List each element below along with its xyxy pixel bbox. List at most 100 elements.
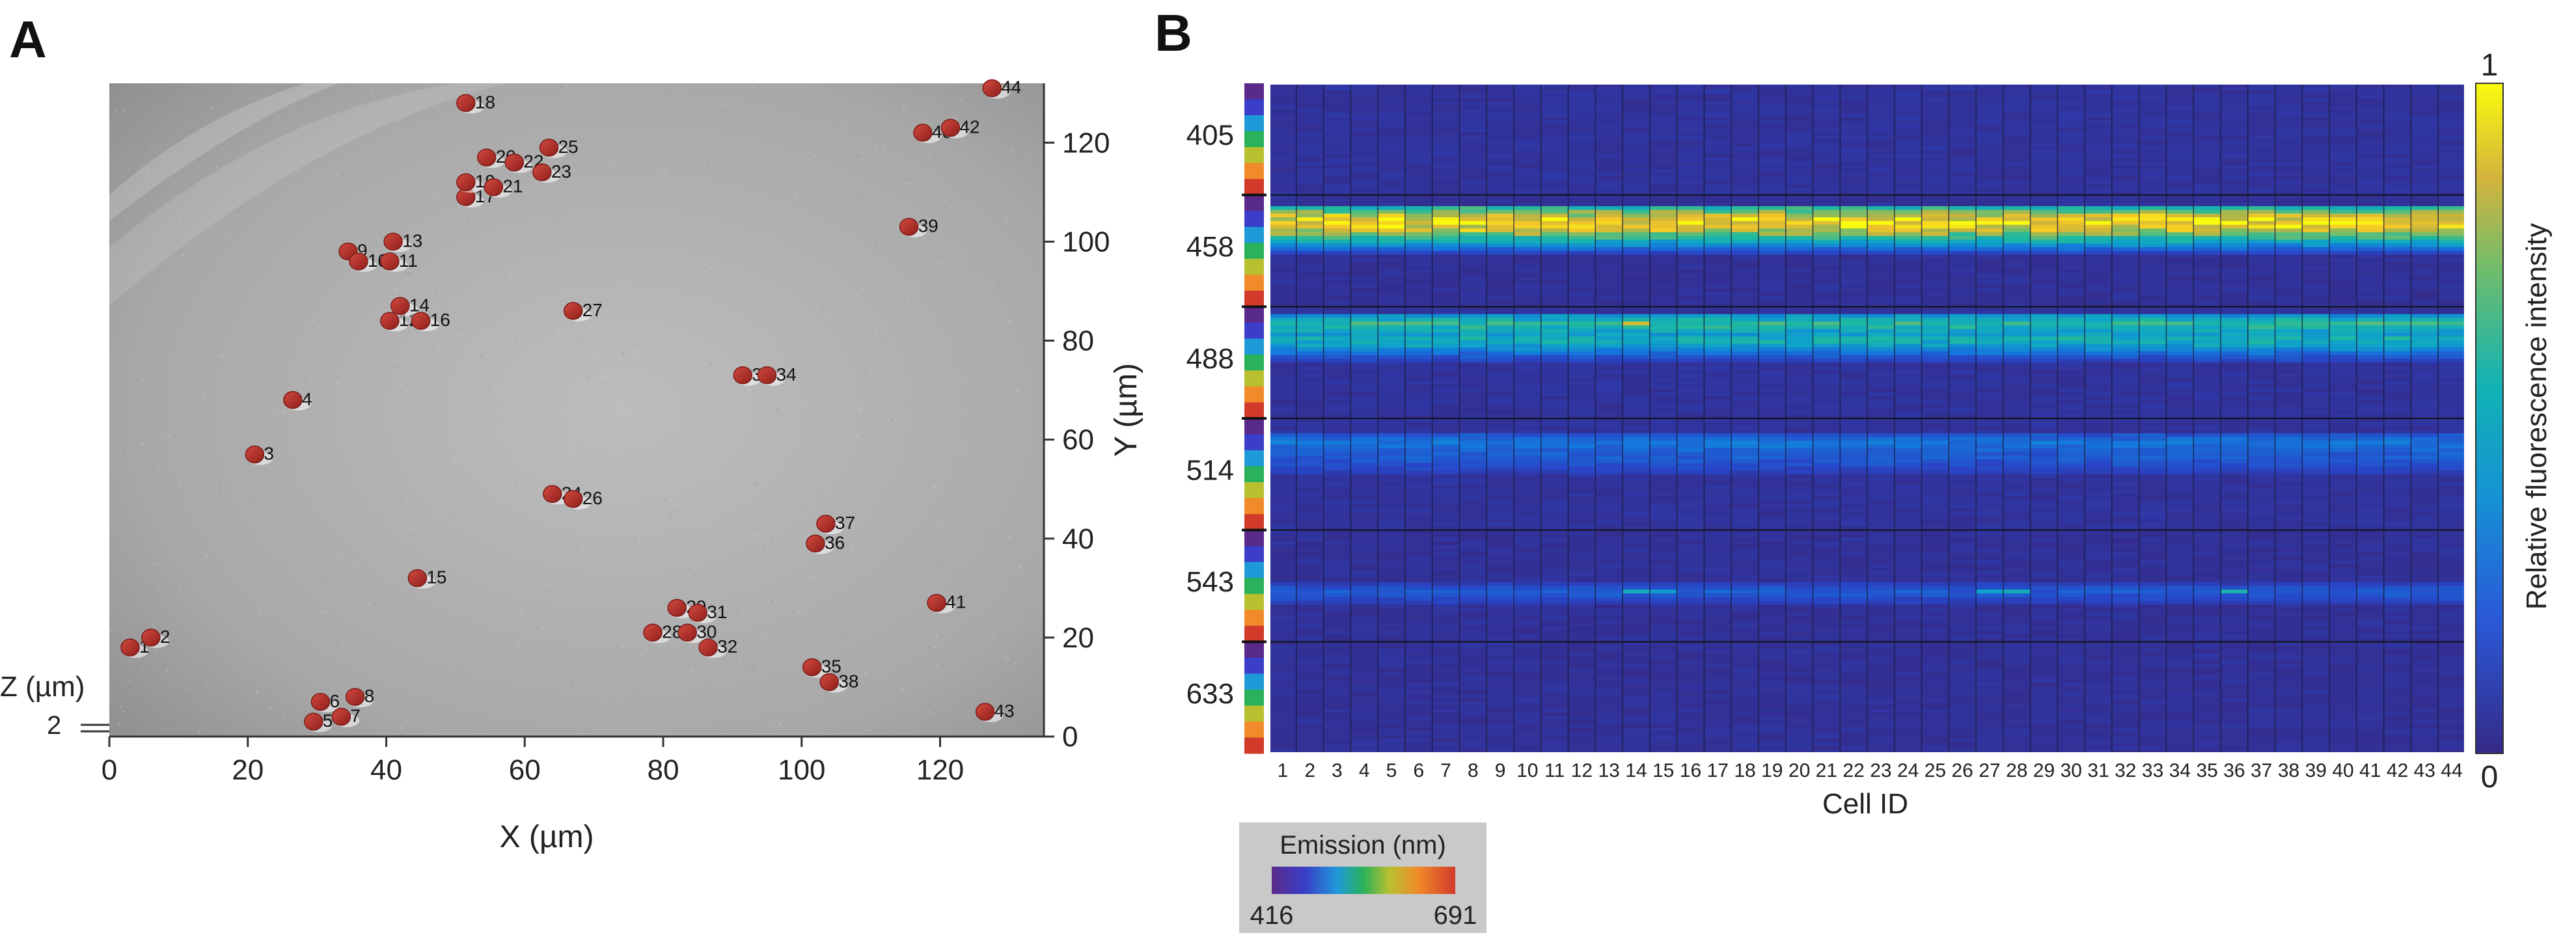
heatmap-cell <box>1704 303 1732 307</box>
heatmap-cell <box>2221 347 2249 352</box>
cell-id-label: 11 <box>399 251 418 271</box>
heatmap-cell <box>2411 459 2439 464</box>
heatmap-cell <box>1677 128 1705 132</box>
heatmap-cell <box>1595 269 1623 274</box>
heatmap-cell <box>1595 102 1623 106</box>
heatmap-cell <box>1432 150 1460 155</box>
heatmap-cell <box>1649 329 1678 333</box>
heatmap-cell <box>1704 109 1732 114</box>
heatmap-cell <box>1459 407 1487 412</box>
heatmap-cell <box>1541 157 1569 162</box>
heatmap-cell <box>2003 303 2031 307</box>
heatmap-cell <box>2329 433 2357 438</box>
heatmap-cell <box>2221 444 2249 449</box>
heatmap-cell <box>1731 273 1759 278</box>
heatmap-cell <box>2383 388 2411 393</box>
heatmap-cell <box>2356 120 2385 125</box>
spectrum-segment <box>1244 498 1264 515</box>
spectrum-segment <box>1244 306 1264 323</box>
heatmap-cell <box>2003 269 2031 274</box>
heatmap-cell <box>2193 217 2221 222</box>
heatmap-cell <box>2438 359 2466 363</box>
heatmap-cell <box>1649 467 1678 471</box>
heatmap-cell <box>2329 269 2357 274</box>
heatmap-cell <box>1867 366 1895 371</box>
heatmap-cell <box>1378 284 1406 289</box>
heatmap-cell <box>2057 470 2085 475</box>
heatmap-cell <box>1296 83 1324 88</box>
heatmap-cell <box>2111 280 2140 285</box>
heatmap-cell <box>1976 269 2004 274</box>
heatmap-cell <box>1731 277 1759 281</box>
heatmap-cell <box>1568 116 1596 121</box>
heatmap-cell <box>2247 370 2276 374</box>
heatmap-cell <box>1623 116 1651 121</box>
heatmap-cell <box>1949 183 1977 188</box>
heatmap-cell <box>1432 444 1460 449</box>
heatmap-cell <box>2356 321 2385 326</box>
heatmap-cell <box>1921 165 1949 170</box>
heatmap-cell <box>2356 191 2385 196</box>
heatmap-cell <box>2247 332 2276 337</box>
heatmap-cell <box>1323 109 1351 114</box>
heatmap-cell <box>1867 429 1895 434</box>
heatmap-cell <box>2166 154 2194 158</box>
heatmap-cell <box>2302 120 2330 125</box>
heatmap-cell <box>2302 403 2330 408</box>
heatmap-cell <box>2139 83 2167 88</box>
heatmap-cell <box>2003 452 2031 456</box>
heatmap-cell <box>1731 142 1759 147</box>
heatmap-cell <box>1541 385 1569 389</box>
heatmap-cell <box>2383 139 2411 144</box>
heatmap-cell <box>1513 459 1542 464</box>
heatmap-cell <box>1867 444 1895 449</box>
heatmap-cell <box>2247 288 2276 292</box>
heatmap-cell <box>2356 87 2385 91</box>
heatmap-cell <box>1949 213 1977 218</box>
heatmap-cell <box>1378 440 1406 445</box>
heatmap-cell <box>2030 83 2058 88</box>
heatmap-cell <box>2383 191 2411 196</box>
heatmap-cell <box>1432 206 1460 211</box>
heatmap-cell <box>2193 336 2221 341</box>
heatmap-cell <box>1731 94 1759 99</box>
heatmap-cell <box>1296 124 1324 129</box>
heatmap-cell <box>2411 433 2439 438</box>
heatmap-cell <box>1813 217 1841 222</box>
heatmap-cell <box>2139 429 2167 434</box>
heatmap-cell <box>1595 172 1623 177</box>
heatmap-cell <box>2139 310 2167 315</box>
heatmap-cell <box>1649 459 1678 464</box>
heatmap-cell <box>2411 198 2439 203</box>
heatmap-cell <box>1541 258 1569 263</box>
heatmap-cell <box>2356 265 2385 270</box>
heatmap-cell <box>1731 429 1759 434</box>
heatmap-cell <box>2057 120 2085 125</box>
heatmap-cell <box>1704 128 1732 132</box>
heatmap-cell <box>1459 370 1487 374</box>
heatmap-cell <box>2166 284 2194 289</box>
heatmap-cell <box>1296 183 1324 188</box>
heatmap-cell <box>2275 206 2303 211</box>
heatmap-cell <box>1731 202 1759 207</box>
heatmap-cell <box>2111 418 2140 423</box>
heatmap-cell <box>1731 314 1759 318</box>
heatmap-cell <box>1623 187 1651 192</box>
heatmap-cell <box>2057 414 2085 419</box>
heatmap-cell <box>1677 470 1705 475</box>
heatmap-cell <box>1976 161 2004 166</box>
heatmap-cell <box>1894 422 1923 426</box>
cell-marker: 3 <box>245 443 274 465</box>
heatmap-cell <box>1595 105 1623 110</box>
heatmap-cell <box>2193 139 2221 144</box>
heatmap-cell <box>1921 359 1949 363</box>
heatmap-cell <box>2302 459 2330 464</box>
heatmap-cell <box>2247 321 2276 326</box>
heatmap-cell <box>1867 221 1895 225</box>
heatmap-cell <box>1677 157 1705 162</box>
spectrum-block <box>1242 305 1267 419</box>
heatmap-cell <box>2221 422 2249 426</box>
heatmap-cell <box>1541 187 1569 192</box>
cell-dot <box>678 623 697 642</box>
heatmap-cell <box>1269 213 1297 218</box>
